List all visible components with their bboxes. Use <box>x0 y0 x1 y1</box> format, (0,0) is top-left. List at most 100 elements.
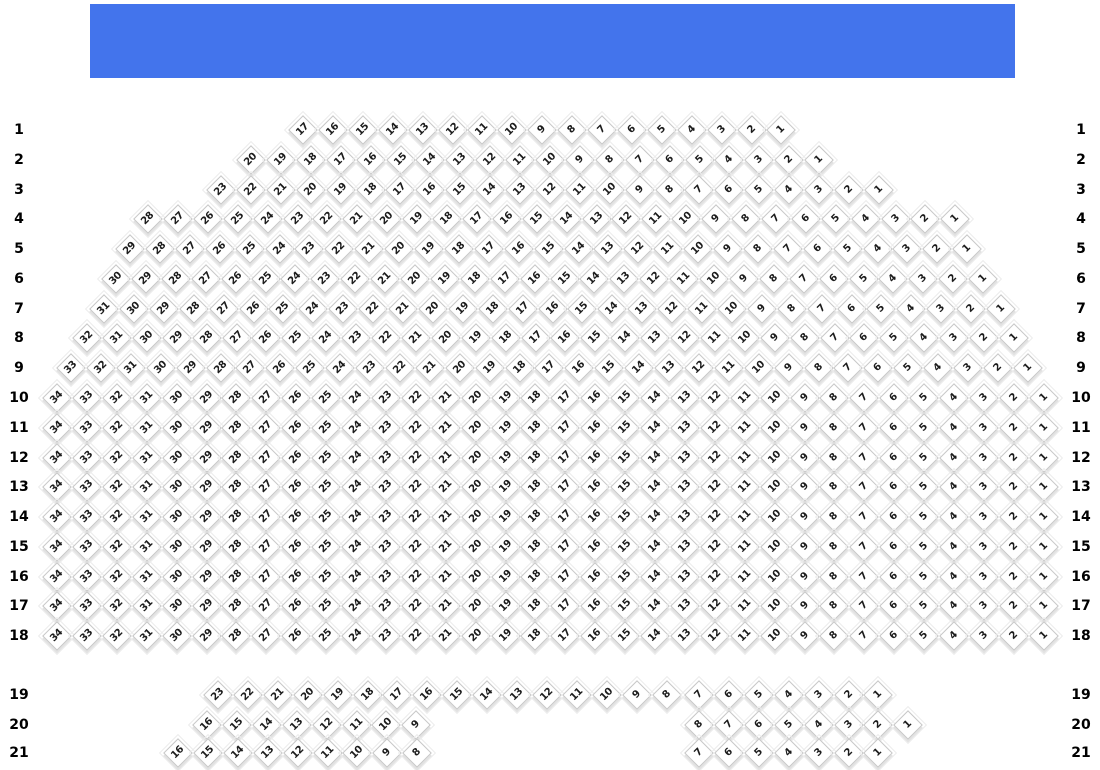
seat[interactable]: 5 <box>905 527 944 567</box>
seat[interactable]: 9 <box>620 170 659 210</box>
seat[interactable]: 18 <box>427 199 467 239</box>
seat[interactable]: 4 <box>934 557 974 597</box>
seat[interactable]: 7 <box>845 408 884 448</box>
seat[interactable]: 11 <box>725 586 764 626</box>
seat[interactable]: 5 <box>905 467 944 507</box>
seat[interactable]: 7 <box>709 705 748 745</box>
seat[interactable]: 14 <box>575 259 614 299</box>
seat[interactable]: 10 <box>755 378 794 418</box>
seat[interactable]: 13 <box>665 586 704 626</box>
seat[interactable]: 4 <box>934 408 974 448</box>
seat[interactable]: 29 <box>157 318 196 358</box>
seat[interactable]: 12 <box>307 705 346 745</box>
seat[interactable]: 26 <box>234 289 273 329</box>
seat[interactable]: 3 <box>964 497 1003 537</box>
seat[interactable]: 23 <box>366 586 405 626</box>
seat[interactable]: 23 <box>366 497 405 537</box>
seat[interactable]: 4 <box>672 110 711 150</box>
seat[interactable]: 16 <box>576 467 615 507</box>
seat[interactable]: 22 <box>354 289 393 329</box>
seat[interactable]: 9 <box>755 318 794 358</box>
seat[interactable]: 4 <box>846 199 885 239</box>
seat[interactable]: 17 <box>530 348 569 388</box>
seat[interactable]: 5 <box>889 348 928 388</box>
seat[interactable]: 22 <box>320 229 359 269</box>
seat[interactable]: 21 <box>396 318 435 358</box>
seat[interactable]: 14 <box>247 705 286 745</box>
seat[interactable]: 15 <box>606 438 645 478</box>
seat[interactable]: 17 <box>485 259 524 299</box>
seat[interactable]: 11 <box>308 733 347 770</box>
seat[interactable]: 6 <box>875 557 914 597</box>
seat[interactable]: 29 <box>187 467 226 507</box>
seat[interactable]: 13 <box>277 705 316 745</box>
seat[interactable]: 28 <box>217 557 256 597</box>
seat[interactable]: 23 <box>324 289 363 329</box>
seat[interactable]: 8 <box>590 140 629 180</box>
seat[interactable]: 28 <box>156 259 195 299</box>
seat[interactable]: 15 <box>217 705 256 745</box>
seat[interactable]: 8 <box>772 289 811 329</box>
seat[interactable]: 13 <box>665 557 704 597</box>
seat[interactable]: 30 <box>157 378 196 418</box>
seat[interactable]: 29 <box>187 527 226 567</box>
seat[interactable]: 34 <box>37 467 77 507</box>
seat[interactable]: 15 <box>441 170 480 210</box>
seat[interactable]: 2 <box>994 616 1033 656</box>
seat[interactable]: 31 <box>127 408 166 448</box>
seat[interactable]: 19 <box>398 199 437 239</box>
seat[interactable]: 8 <box>754 259 793 299</box>
seat[interactable]: 17 <box>457 199 496 239</box>
seat[interactable]: 14 <box>411 140 450 180</box>
seat[interactable]: 7 <box>768 229 807 269</box>
seat[interactable]: 23 <box>366 438 405 478</box>
seat[interactable]: 31 <box>97 318 136 358</box>
seat[interactable]: 30 <box>141 348 180 388</box>
seat[interactable]: 11 <box>695 318 734 358</box>
seat[interactable]: 19 <box>318 675 357 715</box>
seat[interactable]: 6 <box>875 408 914 448</box>
seat[interactable]: 12 <box>695 527 734 567</box>
seat[interactable]: 21 <box>426 378 465 418</box>
seat[interactable]: 19 <box>486 497 525 537</box>
seat[interactable]: 11 <box>725 527 764 567</box>
seat[interactable]: 25 <box>307 616 346 656</box>
seat[interactable]: 18 <box>516 557 555 597</box>
seat[interactable]: 33 <box>67 586 106 626</box>
seat[interactable]: 13 <box>577 199 616 239</box>
seat[interactable]: 2 <box>829 675 868 715</box>
seat[interactable]: 21 <box>410 348 449 388</box>
seat[interactable]: 6 <box>710 170 749 210</box>
seat[interactable]: 6 <box>650 140 689 180</box>
seat[interactable]: 16 <box>187 705 227 745</box>
seat[interactable]: 23 <box>366 527 405 567</box>
seat[interactable]: 3 <box>888 229 927 269</box>
seat[interactable]: 14 <box>635 527 675 567</box>
seat[interactable]: 10 <box>725 318 764 358</box>
seat[interactable]: 10 <box>338 733 377 770</box>
seat[interactable]: 14 <box>547 199 586 239</box>
seat[interactable]: 5 <box>905 378 944 418</box>
seat[interactable]: 17 <box>546 616 585 656</box>
seat[interactable]: 7 <box>680 170 719 210</box>
seat[interactable]: 25 <box>307 378 346 418</box>
seat[interactable]: 13 <box>665 616 704 656</box>
seat[interactable]: 29 <box>187 616 226 656</box>
seat[interactable]: 14 <box>635 467 675 507</box>
seat[interactable]: 10 <box>493 110 532 150</box>
seat[interactable]: 32 <box>97 527 136 567</box>
seat[interactable]: 17 <box>321 140 360 180</box>
seat[interactable]: 10 <box>755 557 794 597</box>
seat[interactable]: 17 <box>546 467 585 507</box>
seat[interactable]: 6 <box>709 675 748 715</box>
seat[interactable]: 14 <box>468 675 507 715</box>
seat[interactable]: 12 <box>433 110 472 150</box>
seat[interactable]: 7 <box>845 557 884 597</box>
seat[interactable]: 34 <box>37 616 77 656</box>
seat[interactable]: 27 <box>247 616 286 656</box>
seat[interactable]: 4 <box>934 497 974 537</box>
seat[interactable]: 10 <box>755 467 794 507</box>
seat[interactable]: 29 <box>126 259 165 299</box>
seat[interactable]: 26 <box>277 378 316 418</box>
seat[interactable]: 25 <box>307 467 346 507</box>
